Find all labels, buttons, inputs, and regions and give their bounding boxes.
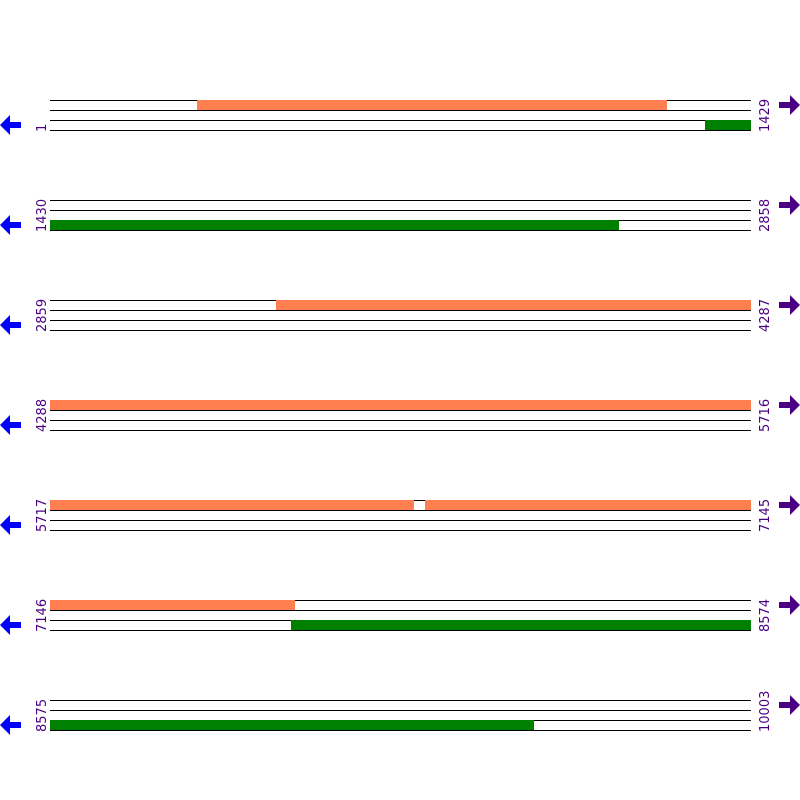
- arrow-left-icon[interactable]: [0, 414, 22, 436]
- track-line: [50, 120, 751, 121]
- arrow-right-icon[interactable]: [779, 694, 800, 716]
- end-position-label: 1429: [758, 98, 773, 132]
- end-position-label: 8574: [758, 598, 773, 632]
- forward-feature-bar[interactable]: [275, 300, 751, 310]
- start-position-label: 4288: [35, 398, 50, 432]
- start-position-label: 7146: [35, 598, 50, 632]
- reverse-feature-bar[interactable]: [50, 720, 535, 730]
- arrow-left-icon[interactable]: [0, 514, 22, 536]
- forward-feature-bar[interactable]: [50, 400, 751, 410]
- sequence-row: 5717 7145: [0, 495, 800, 540]
- start-position-label: 2859: [35, 298, 50, 332]
- track-line: [50, 600, 751, 601]
- sequence-row: 7146 8574: [0, 595, 800, 640]
- track-line: [50, 530, 751, 531]
- track-line: [50, 520, 751, 521]
- sequence-row: 2859 4287: [0, 295, 800, 340]
- arrow-right-icon[interactable]: [779, 194, 800, 216]
- start-position-label: 5717: [35, 498, 50, 532]
- track-line: [50, 230, 751, 231]
- reverse-feature-bar[interactable]: [704, 120, 751, 130]
- sequence-row: 1430 2858: [0, 195, 800, 240]
- arrow-right-icon[interactable]: [779, 94, 800, 116]
- forward-feature-bar[interactable]: [50, 600, 295, 610]
- sequence-row: 8575 10003: [0, 691, 800, 740]
- arrow-right-icon[interactable]: [779, 494, 800, 516]
- end-position-label: 10003: [758, 690, 773, 732]
- forward-feature-bar[interactable]: [425, 500, 751, 510]
- track-line: [50, 510, 751, 511]
- track-line: [50, 410, 751, 411]
- arrow-left-icon[interactable]: [0, 114, 22, 136]
- track-line: [50, 330, 751, 331]
- end-position-label: 7145: [758, 498, 773, 532]
- end-position-label: 5716: [758, 398, 773, 432]
- track-line: [50, 320, 751, 321]
- arrow-left-icon[interactable]: [0, 714, 22, 736]
- end-position-label: 4287: [758, 298, 773, 332]
- track-line: [50, 310, 751, 311]
- arrow-left-icon[interactable]: [0, 314, 22, 336]
- arrow-left-icon[interactable]: [0, 214, 22, 236]
- start-position-label: 8575: [35, 698, 50, 732]
- start-position-label: 1: [35, 123, 50, 132]
- arrow-right-icon[interactable]: [779, 294, 800, 316]
- reverse-feature-bar[interactable]: [50, 220, 619, 230]
- track-line: [50, 610, 751, 611]
- sequence-row: 1 1429: [0, 95, 800, 140]
- track-line: [50, 130, 751, 131]
- forward-feature-bar[interactable]: [196, 100, 667, 110]
- end-position-label: 2858: [758, 198, 773, 232]
- track-line: [50, 700, 751, 701]
- track-line: [50, 730, 751, 731]
- sequence-row: 4288 5716: [0, 395, 800, 440]
- reverse-feature-bar[interactable]: [291, 620, 751, 630]
- start-position-label: 1430: [35, 198, 50, 232]
- track-line: [50, 210, 751, 211]
- track-line: [50, 430, 751, 431]
- track-line: [50, 630, 751, 631]
- track-line: [50, 710, 751, 711]
- forward-feature-bar[interactable]: [50, 500, 414, 510]
- arrow-left-icon[interactable]: [0, 614, 22, 636]
- track-line: [50, 420, 751, 421]
- track-line: [50, 110, 751, 111]
- arrow-right-icon[interactable]: [779, 394, 800, 416]
- arrow-right-icon[interactable]: [779, 594, 800, 616]
- track-line: [50, 200, 751, 201]
